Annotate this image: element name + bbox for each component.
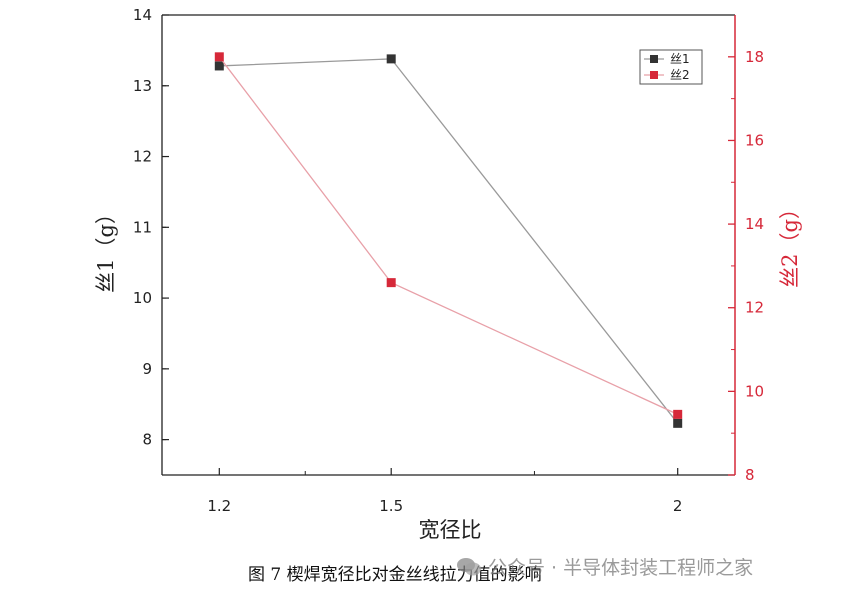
legend-label-丝2: 丝2: [670, 68, 690, 82]
x-axis: 1.2 1.5 2: [207, 468, 682, 515]
legend-marker-丝2: [650, 71, 658, 79]
series-line-丝2: [218, 56, 678, 415]
data-point-丝1-2: [673, 418, 683, 428]
right-tick-label: 10: [745, 382, 764, 400]
data-point-丝2-1.5: [386, 278, 396, 288]
right-tick-label: 16: [745, 131, 764, 149]
right-tick-label: 14: [745, 215, 764, 233]
data-point-丝1-1.2: [214, 61, 224, 71]
right-tick-label: 12: [745, 299, 764, 317]
x-tick-label: 1.2: [207, 497, 231, 515]
left-tick-label: 14: [133, 6, 152, 24]
left-tick-label: 11: [133, 218, 152, 236]
right-tick-label: 8: [745, 466, 755, 484]
left-tick-label: 13: [133, 77, 152, 95]
x-tick-label: 1.5: [379, 497, 403, 515]
left-tick-label: 8: [142, 431, 152, 449]
watermark: 公众号 · 半导体封装工程师之家: [456, 553, 753, 580]
series-line-丝1: [219, 58, 679, 424]
data-point-丝2-2: [673, 409, 683, 419]
data-point-丝1-1.5: [386, 54, 396, 64]
x-tick-label: 2: [673, 497, 683, 515]
x-axis-title: 宽径比: [419, 518, 482, 542]
watermark-text: 公众号 · 半导体封装工程师之家: [488, 557, 754, 579]
wechat-icon: [457, 557, 481, 575]
plot-frame: [162, 14, 735, 476]
left-tick-label: 9: [142, 360, 152, 378]
right-y-axis-title: 丝2（g）: [778, 198, 802, 288]
left-tick-label: 10: [133, 289, 152, 307]
left-y-axis: 8 9 10 11 12 13 14: [133, 6, 169, 475]
legend-label-丝1: 丝1: [670, 52, 690, 66]
right-y-axis: 8 10 12 14 16 18: [728, 15, 764, 484]
data-point-丝2-1.2: [214, 52, 224, 62]
legend-marker-丝1: [650, 55, 658, 63]
left-tick-label: 12: [133, 148, 152, 166]
series-layer: [214, 52, 683, 428]
left-y-axis-title: 丝1（g）: [94, 203, 118, 293]
right-tick-label: 18: [745, 48, 764, 66]
